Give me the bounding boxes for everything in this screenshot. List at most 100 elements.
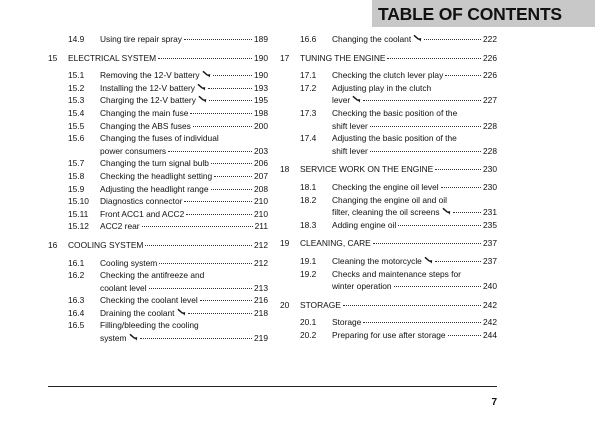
entry-body: ELECTRICAL SYSTEM 190 xyxy=(68,52,268,65)
entry-number: 15.1 xyxy=(68,70,85,81)
dot-leader xyxy=(435,169,482,171)
toc-entry: 17.3 Checking the basic position of the sh… xyxy=(280,107,497,132)
entry-body: CLEANING, CARE 237 xyxy=(300,237,497,250)
entry-page: 228 xyxy=(483,120,497,131)
dot-leader xyxy=(210,188,253,190)
entry-line: Checks and maintenance steps for xyxy=(332,268,497,281)
entry-title: Checking the headlight setting xyxy=(100,170,213,181)
toc-entry: 16.3 Checking the coolant level 216 xyxy=(48,294,268,307)
entry-line: SERVICE WORK ON THE ENGINE 230 xyxy=(300,163,497,176)
toc-entry: 15.12 ACC2 rear 211 xyxy=(48,220,268,233)
dot-leader xyxy=(183,39,253,40)
entry-page: 218 xyxy=(254,307,268,318)
entry-title: coolant level xyxy=(100,282,147,293)
entry-line: Cleaning the motorcycle 237 xyxy=(332,255,497,268)
entry-title: Changing the main fuse xyxy=(100,107,189,118)
entry-line: Changing the turn signal bulb 206 xyxy=(100,157,268,170)
entry-page: 226 xyxy=(483,52,497,63)
dot-leader xyxy=(207,87,253,89)
entry-line: Removing the 12-V battery 190 xyxy=(100,69,268,82)
entry-number: 17.3 xyxy=(300,107,317,118)
entry-number: 16.6 xyxy=(300,34,317,44)
entry-number: 16.3 xyxy=(68,295,85,306)
entry-title: Removing the 12-V battery xyxy=(100,70,200,81)
entry-page: 193 xyxy=(254,82,268,93)
entry-line: power consumers 203 xyxy=(100,145,268,158)
entry-body: Using tire repair spray 189 xyxy=(100,33,268,46)
entry-body: Charging the 12-V battery 195 xyxy=(100,94,268,107)
entry-page: 189 xyxy=(254,34,268,44)
entry-page: 231 xyxy=(483,207,497,218)
entry-line: coolant level 213 xyxy=(100,282,268,295)
toc-entry: 19.2 Checks and maintenance steps for wint… xyxy=(280,268,497,293)
entry-body: Removing the 12-V battery 190 xyxy=(100,69,268,82)
entry-title: Draining the coolant xyxy=(100,307,175,318)
toc-entry: 15.11 Front ACC1 and ACC2 210 xyxy=(48,208,268,221)
entry-body: Cleaning the motorcycle 237 xyxy=(332,255,497,268)
entry-body: Filling/bleeding the cooling system 219 xyxy=(100,319,268,344)
entry-title: TUNING THE ENGINE xyxy=(300,52,386,63)
entry-body: Preparing for use after storage 244 xyxy=(332,329,497,342)
entry-body: SERVICE WORK ON THE ENGINE 230 xyxy=(300,163,497,176)
entry-line: Changing the ABS fuses 200 xyxy=(100,120,268,133)
entry-number: 15.8 xyxy=(68,170,85,181)
entry-line: Changing the engine oil and oil xyxy=(332,194,497,207)
entry-body: Adding engine oil 235 xyxy=(332,219,497,232)
entry-number: 15.9 xyxy=(68,183,85,194)
entry-number: 19 xyxy=(280,238,290,249)
entry-title: Checks and maintenance steps for xyxy=(332,268,461,279)
entry-body: Draining the coolant 218 xyxy=(100,307,268,320)
entry-title: Installing the 12-V battery xyxy=(100,82,195,93)
entry-number: 18 xyxy=(280,164,290,175)
entry-number: 18.3 xyxy=(300,219,317,230)
toc-entry: 14.9 Using tire repair spray 189 xyxy=(48,33,268,46)
entry-page: 190 xyxy=(254,52,268,63)
toc-entry: 15 ELECTRICAL SYSTEM 190 xyxy=(48,52,268,65)
dot-leader xyxy=(372,243,482,245)
dot-leader xyxy=(447,334,482,336)
entry-line: lever 227 xyxy=(332,94,497,107)
entry-line: Using tire repair spray 189 xyxy=(100,33,268,46)
entry-page: 203 xyxy=(254,145,268,156)
entry-page: 242 xyxy=(483,317,497,328)
wrench-icon xyxy=(129,333,137,341)
entry-title: Checking the engine oil level xyxy=(332,181,439,192)
entry-page: 235 xyxy=(483,219,497,230)
entry-line: Filling/bleeding the cooling xyxy=(100,319,268,332)
dot-leader xyxy=(424,39,482,40)
toc-column: 14.9 Using tire repair spray 189 15 ELECTRIC… xyxy=(48,33,268,345)
toc-column: 16.6 Changing the coolant 222 17 TUNING THE … xyxy=(280,33,497,341)
entry-title: filter, cleaning the oil screens xyxy=(332,207,440,218)
entry-number: 17 xyxy=(280,52,290,63)
wrench-icon xyxy=(202,70,210,78)
entry-title: Checking the basic position of the xyxy=(332,107,458,118)
entry-page: 207 xyxy=(254,170,268,181)
entry-page: 206 xyxy=(254,158,268,169)
entry-line: CLEANING, CARE 237 xyxy=(300,237,497,250)
dot-leader xyxy=(440,186,482,188)
toc-entry: 17.2 Adjusting play in the clutch lever 227 xyxy=(280,82,497,107)
entry-line: system 219 xyxy=(100,332,268,345)
entry-page: 222 xyxy=(483,34,497,44)
toc-entry: 16.1 Cooling system 212 xyxy=(48,257,268,270)
entry-line: ELECTRICAL SYSTEM 190 xyxy=(68,52,268,65)
wrench-icon xyxy=(442,207,450,215)
entry-number: 17.1 xyxy=(300,70,317,81)
toc-entry: 16.6 Changing the coolant 222 xyxy=(280,33,497,46)
entry-page: 198 xyxy=(254,107,268,118)
dot-leader xyxy=(387,57,482,59)
entry-title: COOLING SYSTEM xyxy=(68,239,144,250)
entry-title: shift lever xyxy=(332,145,368,156)
entry-body: Changing the coolant 222 xyxy=(332,33,497,46)
entry-body: Checking the clutch lever play 226 xyxy=(332,69,497,82)
dot-leader xyxy=(192,125,253,127)
entry-title: lever xyxy=(332,95,351,106)
entry-page: 230 xyxy=(483,181,497,192)
toc-entry: 16 COOLING SYSTEM 212 xyxy=(48,239,268,252)
entry-page: 213 xyxy=(254,282,268,293)
entry-title: Charging the 12-V battery xyxy=(100,95,196,106)
dot-leader xyxy=(145,244,253,246)
toc-entry: 20.1 Storage 242 xyxy=(280,316,497,329)
dot-leader xyxy=(139,338,253,340)
